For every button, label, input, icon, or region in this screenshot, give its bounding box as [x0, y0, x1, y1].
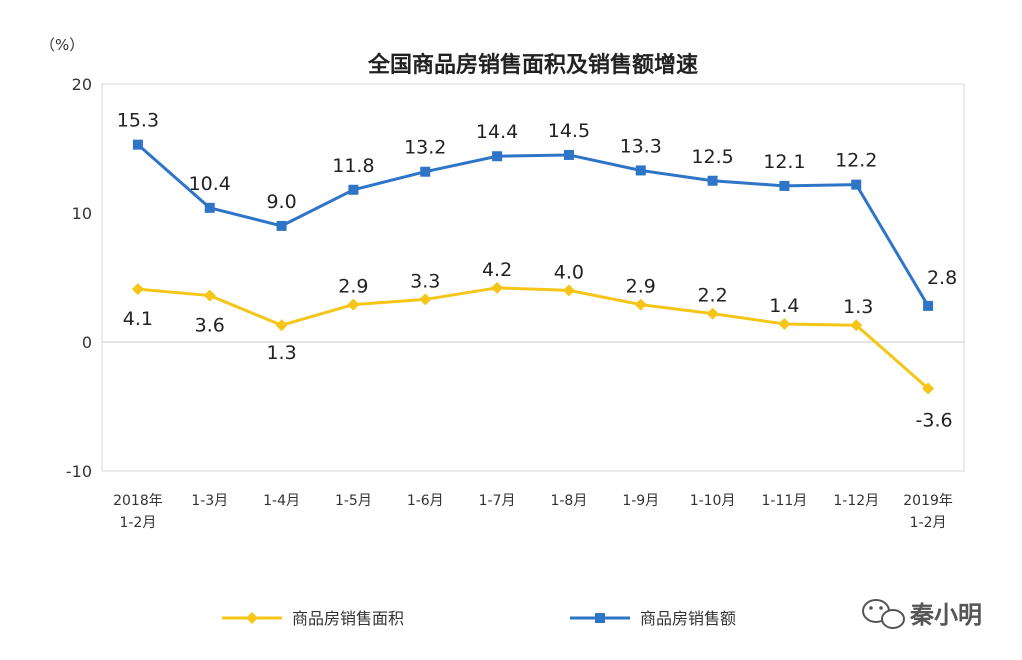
area-series-point: [203, 289, 216, 302]
area-series-point: [419, 293, 432, 306]
area-data-label: -3.6: [916, 409, 953, 431]
area-series-point: [562, 284, 575, 297]
area-series-point: [275, 319, 288, 332]
series-layer: 15.3 10.4 9.0 11.8 13.2 14.4 14.5 13.3 12.5 12.1 1…: [117, 110, 957, 432]
sales-data-label: 10.4: [189, 173, 231, 195]
area-data-label: 3.3: [410, 270, 440, 292]
sales-data-label: 9.0: [266, 191, 296, 213]
sales-data-label: 12.2: [835, 150, 877, 172]
area-series-line: [137, 286, 930, 390]
x-tick-label: 2019年: [903, 493, 953, 509]
area-data-label: 2.9: [626, 276, 656, 298]
x-tick-label: 1-11月: [762, 493, 808, 509]
sales-series-point: [563, 149, 574, 160]
sales-data-label: 12.5: [691, 146, 733, 168]
x-tick-label: 1-9月: [622, 493, 659, 509]
x-tick-label: 1-2月: [910, 515, 947, 531]
x-tick-label: 1-3月: [191, 493, 228, 509]
y-tick-label: 20: [72, 75, 92, 94]
area-series-point: [347, 298, 360, 311]
area-series-point: [634, 298, 647, 311]
sales-series-line: [136, 143, 930, 307]
sales-data-label: 13.2: [404, 137, 446, 159]
chart-title: 全国商品房销售面积及销售额增速: [367, 52, 698, 78]
area-series-point: [850, 319, 863, 332]
y-tick-label: 0: [82, 333, 92, 352]
watermark: 秦小明: [862, 599, 982, 629]
area-series-point: [922, 382, 935, 395]
legend-sales-swatch-marker: [595, 613, 605, 623]
area-series-point: [778, 317, 791, 330]
sales-series-point: [779, 180, 790, 191]
y-unit-label: （%）: [40, 36, 84, 54]
sales-series-point: [635, 165, 646, 176]
x-tick-label: 1-7月: [479, 493, 516, 509]
area-data-label: 3.6: [195, 315, 225, 337]
legend-area-swatch-marker: [246, 612, 258, 624]
x-tick-label: 1-6月: [407, 493, 444, 509]
legend: 商品房销售面积 商品房销售额: [222, 609, 736, 628]
area-data-label: 4.2: [482, 259, 512, 281]
y-tick-label: 10: [72, 204, 92, 223]
x-tick-label: 1-12月: [833, 493, 879, 509]
sales-series-point: [923, 300, 934, 311]
x-tick-label: 2018年: [113, 493, 163, 509]
area-data-label: 2.9: [338, 276, 368, 298]
sales-series-point: [851, 179, 862, 190]
y-tick-label: -10: [66, 462, 92, 481]
wechat-icon: [862, 599, 905, 629]
area-data-label: 2.2: [697, 285, 727, 307]
x-axis: 2018年 1-2月 1-3月 1-4月 1-5月 1-6月 1-7月 1-8月 1-9月 1-1…: [113, 493, 953, 531]
x-tick-label: 1-2月: [119, 515, 156, 531]
sales-data-label: 2.8: [927, 267, 957, 289]
sales-data-label: 15.3: [117, 110, 159, 132]
sales-series-point: [707, 175, 718, 186]
area-data-label: 4.1: [123, 308, 153, 330]
sales-series-point: [132, 139, 143, 150]
area-series-point: [491, 281, 504, 294]
sales-data-label: 11.8: [332, 155, 374, 177]
plot-frame: [101, 83, 965, 472]
area-data-label: 4.0: [554, 261, 584, 283]
sales-data-label: 14.5: [548, 120, 590, 142]
sales-data-label: 14.4: [476, 121, 518, 143]
x-tick-label: 1-4月: [263, 493, 300, 509]
area-data-label: 1.4: [769, 295, 799, 317]
y-axis: 20 10 0 -10: [66, 75, 92, 481]
area-data-label: 1.3: [843, 296, 873, 318]
area-data-label: 1.3: [266, 342, 296, 364]
legend-sales-label: 商品房销售额: [640, 609, 736, 628]
area-series-point: [706, 307, 719, 320]
watermark-text: 秦小明: [909, 601, 982, 629]
sales-series-point: [276, 220, 287, 231]
x-tick-label: 1-10月: [690, 493, 736, 509]
sales-series-point: [492, 151, 503, 162]
sales-data-label: 12.1: [763, 151, 805, 173]
sales-series-point: [420, 166, 431, 177]
x-tick-label: 1-8月: [550, 493, 587, 509]
legend-area-label: 商品房销售面积: [292, 609, 404, 628]
sales-data-label: 13.3: [620, 135, 662, 157]
x-tick-label: 1-5月: [335, 493, 372, 509]
area-series-point: [131, 283, 144, 296]
sales-series-point: [348, 184, 359, 195]
sales-series-point: [204, 202, 215, 213]
